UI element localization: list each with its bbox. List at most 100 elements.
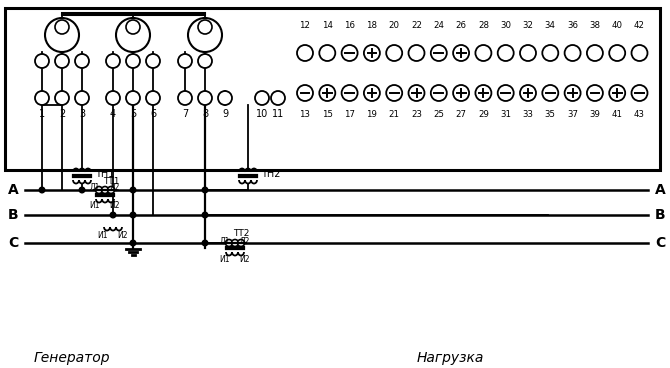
Text: 35: 35 bbox=[545, 110, 556, 119]
Text: Генератор: Генератор bbox=[34, 351, 111, 365]
Text: 2: 2 bbox=[59, 109, 65, 119]
Circle shape bbox=[106, 91, 120, 105]
Circle shape bbox=[364, 45, 380, 61]
Text: 13: 13 bbox=[299, 110, 310, 119]
Circle shape bbox=[45, 18, 79, 52]
Circle shape bbox=[178, 91, 192, 105]
Circle shape bbox=[609, 85, 625, 101]
Circle shape bbox=[587, 45, 603, 61]
Text: 34: 34 bbox=[545, 21, 556, 30]
Circle shape bbox=[126, 91, 140, 105]
Text: 20: 20 bbox=[389, 21, 400, 30]
Text: 8: 8 bbox=[202, 109, 208, 119]
Bar bbox=[5, 8, 660, 170]
Text: ТТ2: ТТ2 bbox=[233, 230, 249, 238]
Circle shape bbox=[55, 54, 69, 68]
Circle shape bbox=[107, 187, 115, 194]
Text: 3: 3 bbox=[79, 109, 85, 119]
Circle shape bbox=[202, 212, 208, 218]
Circle shape bbox=[55, 20, 69, 34]
Text: 9: 9 bbox=[222, 109, 228, 119]
Text: 25: 25 bbox=[433, 110, 444, 119]
Text: 1: 1 bbox=[39, 109, 45, 119]
Text: 4: 4 bbox=[110, 109, 116, 119]
Circle shape bbox=[498, 45, 514, 61]
Text: 16: 16 bbox=[344, 21, 355, 30]
Circle shape bbox=[386, 85, 402, 101]
Circle shape bbox=[55, 91, 69, 105]
Text: B: B bbox=[655, 208, 665, 222]
Circle shape bbox=[101, 187, 109, 194]
Circle shape bbox=[409, 45, 425, 61]
Circle shape bbox=[476, 45, 491, 61]
Text: 21: 21 bbox=[389, 110, 400, 119]
Text: 28: 28 bbox=[478, 21, 489, 30]
Circle shape bbox=[126, 54, 140, 68]
Circle shape bbox=[297, 45, 313, 61]
Circle shape bbox=[565, 45, 581, 61]
Text: C: C bbox=[8, 236, 18, 250]
Circle shape bbox=[237, 240, 245, 247]
Circle shape bbox=[431, 45, 447, 61]
Circle shape bbox=[106, 54, 120, 68]
Circle shape bbox=[75, 91, 89, 105]
Text: Нагрузка: Нагрузка bbox=[416, 351, 484, 365]
Text: 5: 5 bbox=[130, 109, 136, 119]
Text: 10: 10 bbox=[256, 109, 268, 119]
Circle shape bbox=[79, 187, 85, 193]
Text: 24: 24 bbox=[433, 21, 444, 30]
Circle shape bbox=[130, 240, 136, 246]
Circle shape bbox=[386, 45, 402, 61]
Text: 23: 23 bbox=[411, 110, 422, 119]
Circle shape bbox=[116, 18, 150, 52]
Text: 33: 33 bbox=[523, 110, 533, 119]
Circle shape bbox=[342, 85, 358, 101]
Text: A: A bbox=[7, 183, 18, 197]
Circle shape bbox=[198, 54, 212, 68]
Text: 15: 15 bbox=[322, 110, 333, 119]
Text: 14: 14 bbox=[322, 21, 333, 30]
Text: 19: 19 bbox=[366, 110, 377, 119]
Text: ТН2: ТН2 bbox=[261, 169, 281, 179]
Circle shape bbox=[126, 20, 140, 34]
Text: 41: 41 bbox=[612, 110, 622, 119]
Text: 37: 37 bbox=[567, 110, 578, 119]
Circle shape bbox=[542, 85, 558, 101]
Circle shape bbox=[453, 85, 469, 101]
Text: 26: 26 bbox=[456, 21, 466, 30]
Text: C: C bbox=[655, 236, 665, 250]
Circle shape bbox=[146, 54, 160, 68]
Circle shape bbox=[146, 91, 160, 105]
Text: И1: И1 bbox=[98, 230, 109, 240]
Text: B: B bbox=[7, 208, 18, 222]
Text: 17: 17 bbox=[344, 110, 355, 119]
Text: 29: 29 bbox=[478, 110, 489, 119]
Text: И1: И1 bbox=[90, 202, 100, 210]
Circle shape bbox=[202, 187, 208, 193]
Text: 18: 18 bbox=[366, 21, 377, 30]
Text: 12: 12 bbox=[299, 21, 310, 30]
Text: 43: 43 bbox=[634, 110, 645, 119]
Text: 32: 32 bbox=[523, 21, 533, 30]
Circle shape bbox=[320, 85, 335, 101]
Text: 30: 30 bbox=[500, 21, 511, 30]
Text: ТН1: ТН1 bbox=[95, 169, 115, 179]
Circle shape bbox=[110, 212, 116, 218]
Text: A: A bbox=[655, 183, 665, 197]
Circle shape bbox=[75, 54, 89, 68]
Circle shape bbox=[565, 85, 581, 101]
Text: 7: 7 bbox=[182, 109, 188, 119]
Text: И2: И2 bbox=[240, 255, 251, 263]
Circle shape bbox=[226, 240, 232, 247]
Text: 31: 31 bbox=[500, 110, 511, 119]
Text: Л1: Л1 bbox=[90, 184, 100, 192]
Text: 6: 6 bbox=[150, 109, 156, 119]
Circle shape bbox=[130, 212, 136, 218]
Text: И1: И1 bbox=[220, 255, 230, 263]
Text: 36: 36 bbox=[567, 21, 578, 30]
Circle shape bbox=[297, 85, 313, 101]
Text: Л2: Л2 bbox=[240, 237, 250, 245]
Text: Л2: Л2 bbox=[110, 184, 120, 192]
Circle shape bbox=[255, 91, 269, 105]
Circle shape bbox=[35, 54, 49, 68]
